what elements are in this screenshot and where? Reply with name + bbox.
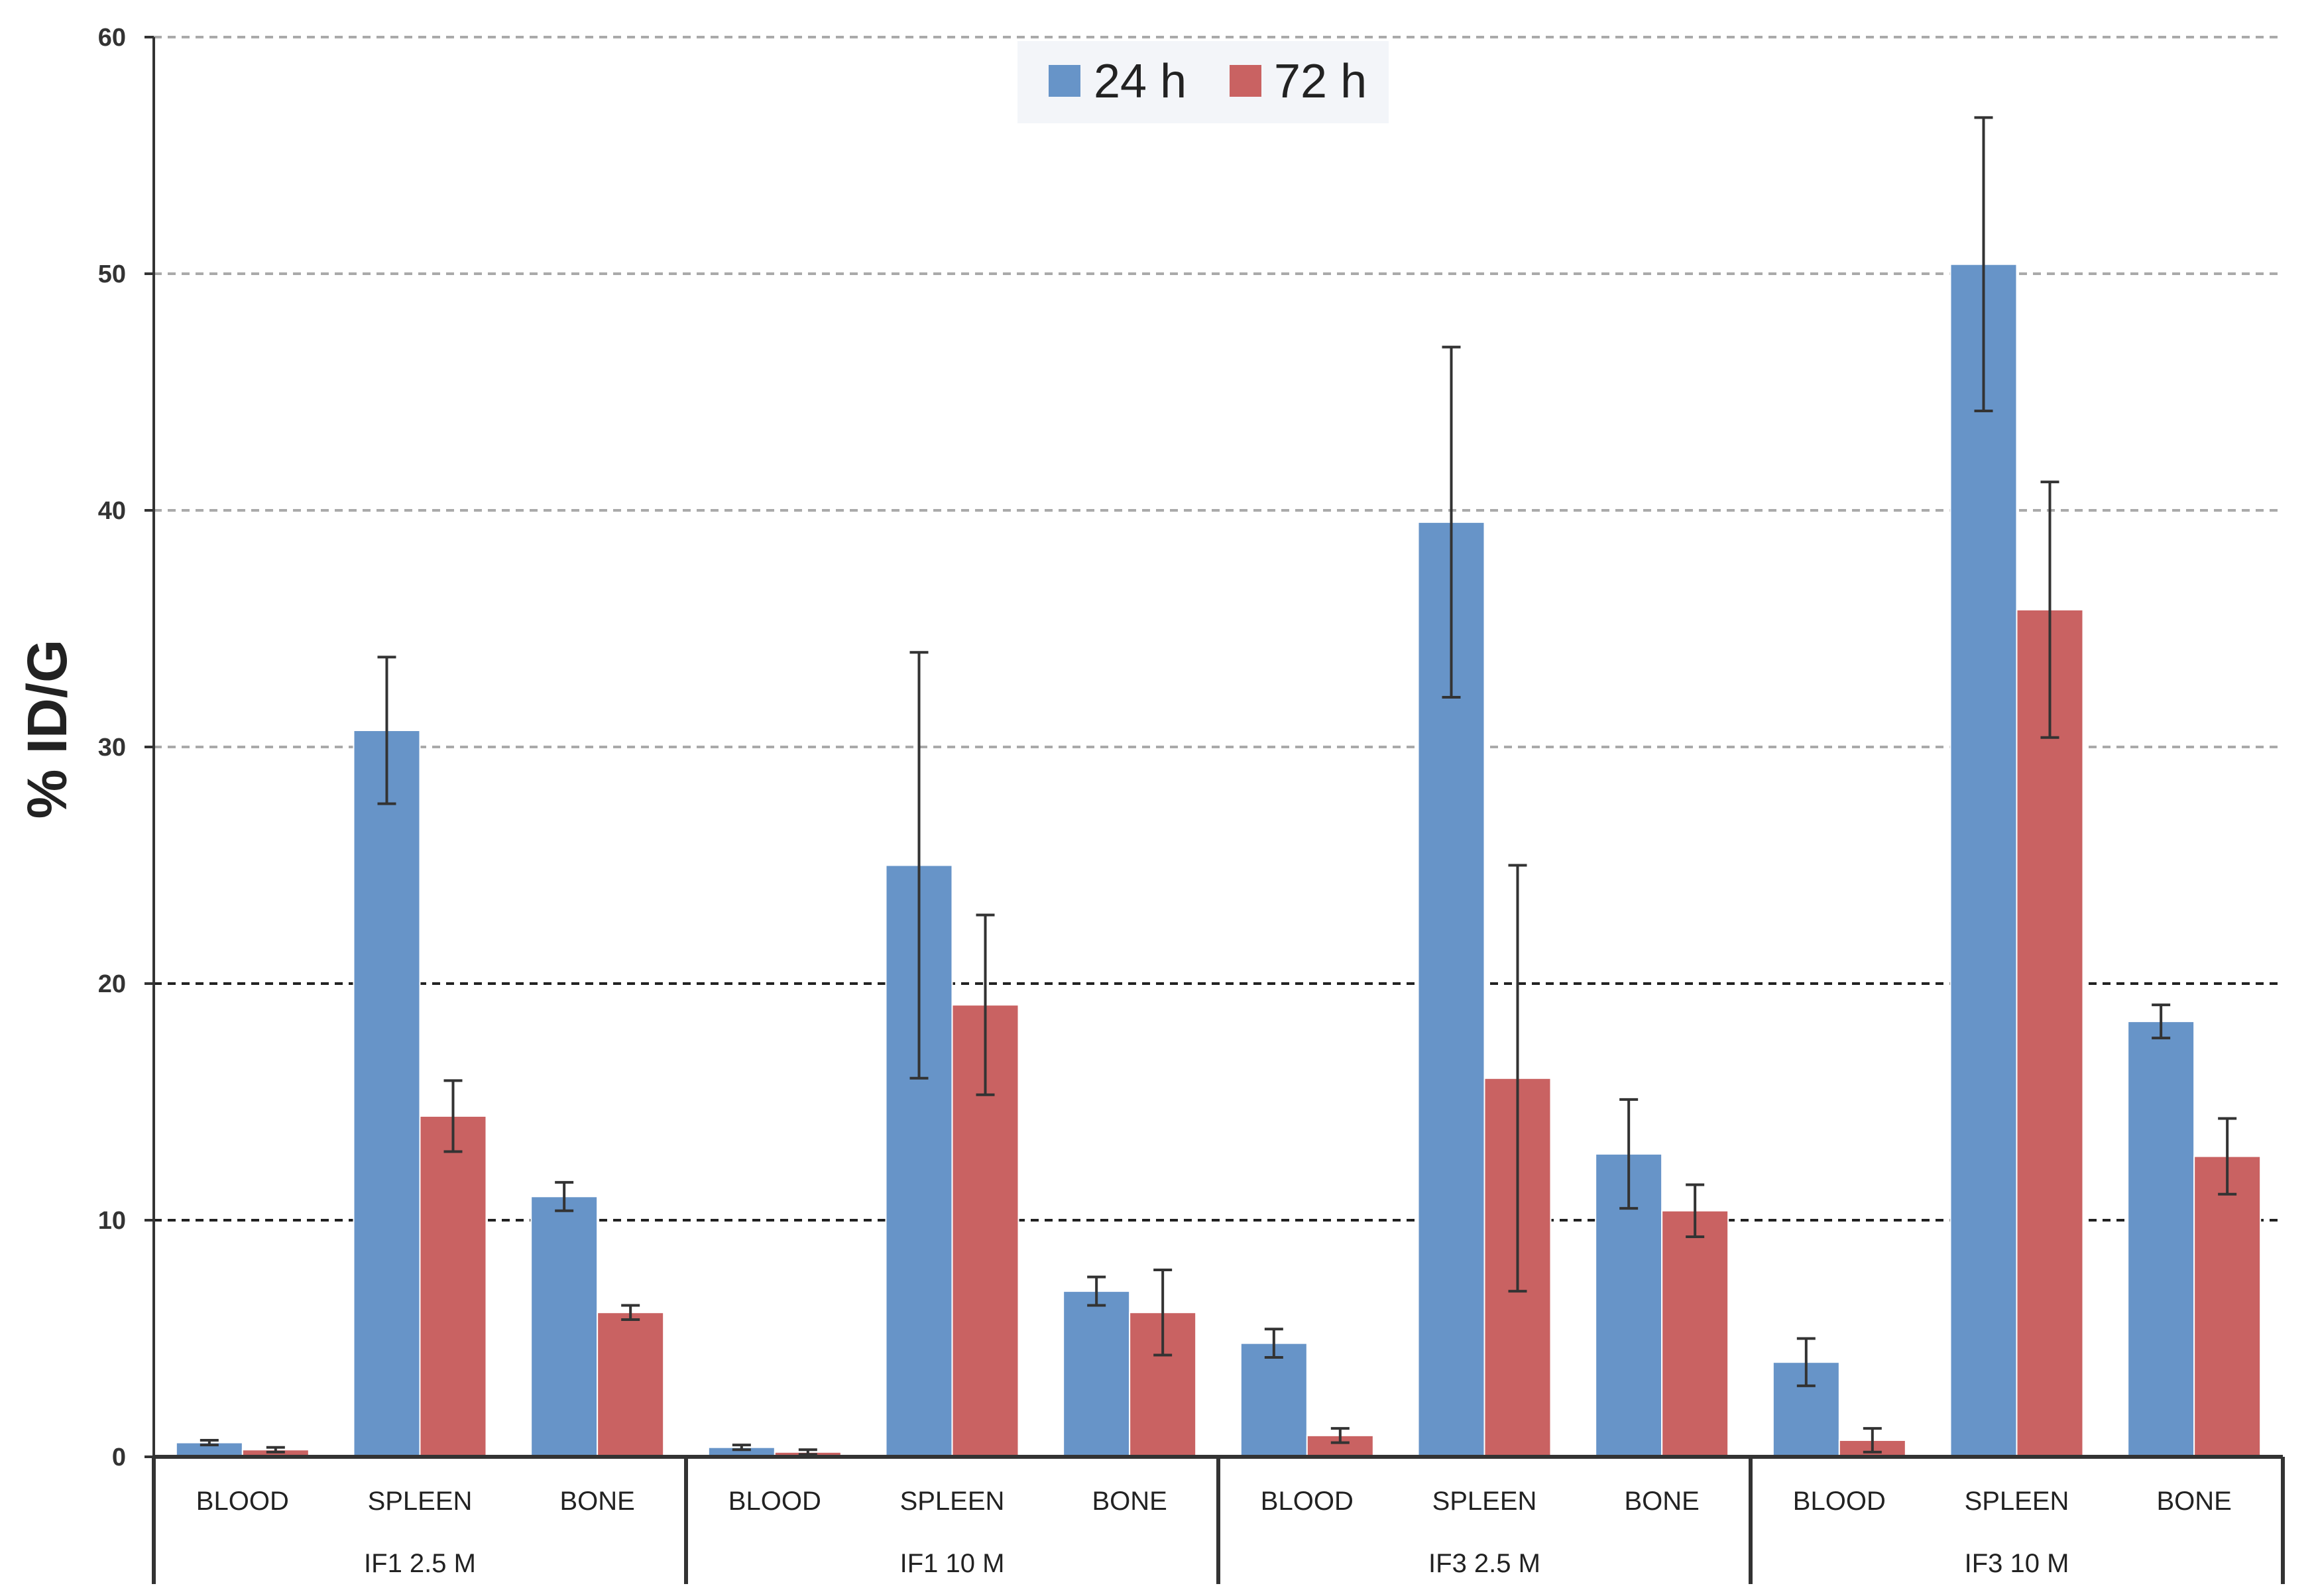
category-label-blood-1: BLOOD: [728, 1487, 821, 1516]
bar-if3-10-m-bone-72-h: [2193, 1155, 2262, 1457]
category-label-blood-3: BLOOD: [1793, 1487, 1886, 1516]
category-label-spleen-3: SPLEEN: [1965, 1487, 2069, 1516]
y-tick-label-10: 10: [98, 1207, 126, 1235]
category-label-spleen-1: SPLEEN: [900, 1487, 1005, 1516]
legend: 24 h 72 h: [1017, 41, 1389, 123]
group-label-0: IF1 2.5 M: [364, 1549, 476, 1578]
bar-if3-2-5-m-bone-72-h: [1661, 1210, 1729, 1457]
y-tick-label-20: 20: [98, 970, 126, 998]
group-label-2: IF3 2.5 M: [1428, 1549, 1540, 1578]
legend-swatch-72h: [1230, 65, 1261, 97]
bar-if3-10-m-spleen-24-h: [1949, 263, 2018, 1458]
y-tick-label-0: 0: [112, 1444, 126, 1471]
bar-if1-2-5-m-bone-72-h: [597, 1312, 665, 1457]
bars: [175, 263, 2262, 1458]
y-tick-label-60: 60: [98, 24, 126, 52]
category-label-bone-0: BONE: [559, 1487, 634, 1516]
bar-if3-2-5-m-blood-24-h: [1240, 1342, 1308, 1458]
y-tick-label-40: 40: [98, 497, 126, 525]
legend-label-24h: 24 h: [1094, 55, 1186, 108]
y-tick-label-30: 30: [98, 734, 126, 762]
bar-if3-10-m-bone-24-h: [2127, 1021, 2195, 1457]
bar-if3-10-m-spleen-72-h: [2016, 608, 2084, 1458]
bar-if1-10-m-bone-24-h: [1063, 1290, 1131, 1457]
category-label-bone-3: BONE: [2156, 1487, 2231, 1516]
bar-if1-2-5-m-bone-24-h: [530, 1196, 599, 1458]
y-tick-label-50: 50: [98, 260, 126, 288]
category-label-blood-0: BLOOD: [196, 1487, 289, 1516]
bar-if1-2-5-m-spleen-24-h: [353, 730, 421, 1457]
group-label-3: IF3 10 M: [1965, 1549, 2069, 1578]
category-label-spleen-0: SPLEEN: [368, 1487, 473, 1516]
error-bars: [200, 116, 2237, 1456]
category-label-bone-1: BONE: [1092, 1487, 1167, 1516]
legend-swatch-24h: [1049, 65, 1080, 97]
x-category-labels: BLOOD SPLEEN BONE IF1 2.5 M BLOOD SPLEEN BONE I…: [196, 1487, 2232, 1578]
legend-label-72h: 72 h: [1274, 55, 1367, 108]
gridlines: [154, 36, 2283, 1222]
group-label-1: IF1 10 M: [900, 1549, 1005, 1578]
category-label-spleen-2: SPLEEN: [1432, 1487, 1537, 1516]
y-tick-labels: 0 10 20 30 40 50 60: [98, 24, 154, 1471]
category-label-bone-2: BONE: [1624, 1487, 1699, 1516]
category-label-blood-2: BLOOD: [1261, 1487, 1354, 1516]
y-axis-label: % ID/G: [16, 640, 78, 819]
bar-if1-2-5-m-spleen-72-h: [419, 1115, 487, 1458]
